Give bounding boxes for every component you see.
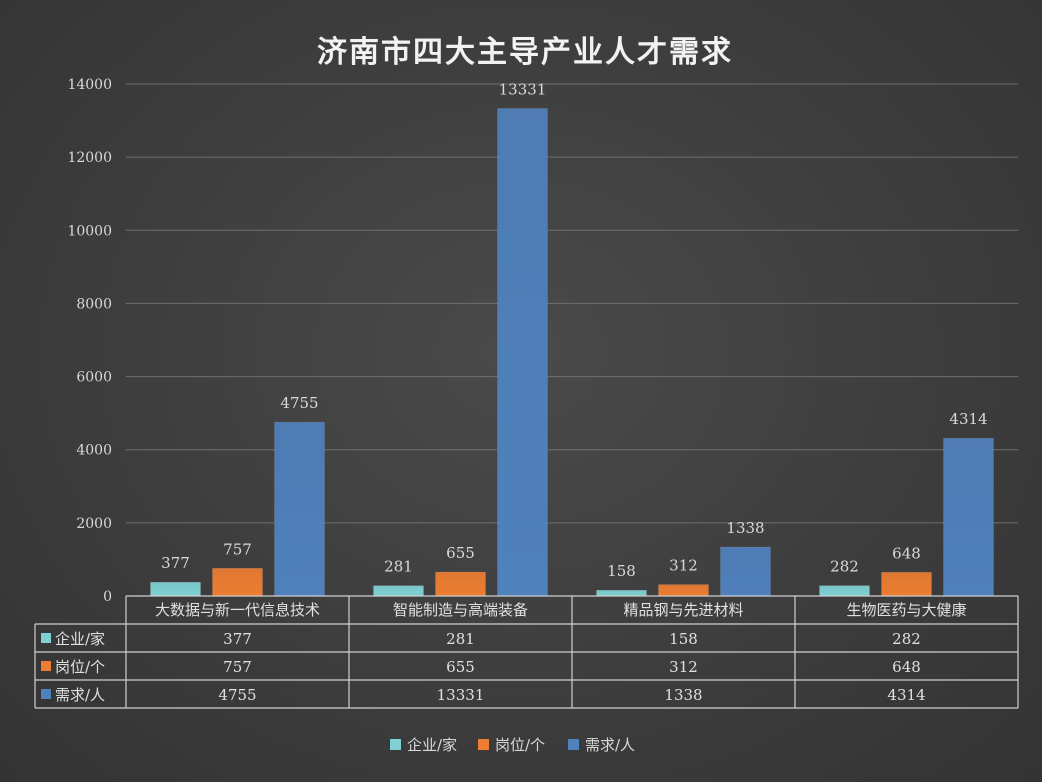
data-label: 281 <box>384 558 413 576</box>
table-cell: 648 <box>892 658 921 676</box>
legend-swatch <box>478 739 489 750</box>
bar <box>212 568 263 597</box>
table-series-name: 需求/人 <box>55 686 105 704</box>
legend-key-icon <box>41 689 51 699</box>
bar <box>150 581 201 597</box>
data-label: 377 <box>161 554 190 572</box>
y-axis: 0 2000 4000 6000 8000 10000 12000 14000 <box>67 77 112 605</box>
y-tick-label: 6000 <box>76 370 112 386</box>
data-label: 648 <box>892 544 921 562</box>
category-label: 生物医药与大健康 <box>846 601 966 619</box>
category-label: 大数据与新一代信息技术 <box>155 601 320 619</box>
chart-title: 济南市四大主导产业人才需求 <box>317 35 733 70</box>
table-cell: 158 <box>669 630 698 648</box>
data-label: 757 <box>223 540 252 558</box>
table-series-name: 岗位/个 <box>55 658 105 676</box>
bar <box>819 585 870 597</box>
y-tick-label: 10000 <box>67 223 112 239</box>
bar <box>596 589 647 597</box>
bar <box>881 572 932 597</box>
y-tick-label: 14000 <box>67 77 112 93</box>
legend: 企业/家 岗位/个 需求/人 <box>390 736 635 754</box>
y-tick-label: 0 <box>103 589 112 605</box>
legend-swatch <box>390 739 401 750</box>
table-series-name: 企业/家 <box>55 630 105 648</box>
y-tick-label: 12000 <box>67 150 112 166</box>
data-label: 4314 <box>949 410 987 428</box>
bar <box>497 108 548 597</box>
data-label: 13331 <box>499 80 547 98</box>
table-cell: 655 <box>446 658 475 676</box>
table-cell: 13331 <box>437 686 485 704</box>
table-cell: 4314 <box>887 686 925 704</box>
bar <box>435 571 486 597</box>
y-tick-label: 8000 <box>76 296 112 312</box>
y-tick-label: 2000 <box>76 516 112 532</box>
table-cell: 281 <box>446 630 475 648</box>
data-table: 大数据与新一代信息技术 智能制造与高端装备 精品钢与先进材料 生物医药与大健康企业/家… <box>34 595 1019 709</box>
bar <box>943 437 994 597</box>
bar <box>720 546 771 597</box>
legend-label: 企业/家 <box>407 736 457 754</box>
category-label: 智能制造与高端装备 <box>393 601 528 619</box>
table-cell: 377 <box>223 630 252 648</box>
legend-label: 岗位/个 <box>495 736 545 754</box>
table-cell: 757 <box>223 658 252 676</box>
bar <box>658 584 709 597</box>
legend-swatch <box>568 739 579 750</box>
bar <box>373 585 424 597</box>
y-tick-label: 4000 <box>76 443 112 459</box>
category-label: 精品钢与先进材料 <box>623 601 743 619</box>
gridlines <box>126 83 1018 524</box>
table-cell: 312 <box>669 658 698 676</box>
data-label: 158 <box>607 562 636 580</box>
legend-label: 需求/人 <box>585 736 635 754</box>
table-cell: 282 <box>892 630 921 648</box>
data-label: 4755 <box>280 394 318 412</box>
data-label: 312 <box>669 557 698 575</box>
data-label: 1338 <box>726 519 764 537</box>
legend-key-icon <box>41 633 51 643</box>
legend-key-icon <box>41 661 51 671</box>
data-label: 655 <box>446 544 475 562</box>
bars: 377 757 4755 281 655 13331 158 312 1338 282 648 431… <box>150 80 994 597</box>
bar <box>274 421 325 597</box>
data-label: 282 <box>830 558 859 576</box>
table-cell: 4755 <box>218 686 256 704</box>
table-cell: 1338 <box>664 686 702 704</box>
